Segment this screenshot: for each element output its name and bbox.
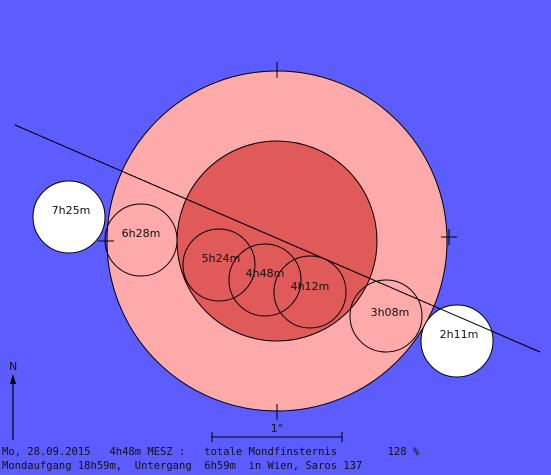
moon-disc-0 [32, 180, 106, 254]
info-line-moonrise: Mondaufgang 18h59m, Untergang 6h59m in W… [2, 460, 362, 472]
moon-disc-6 [420, 304, 494, 378]
moon-disc-4 [273, 255, 347, 329]
earth-umbra [176, 140, 378, 342]
moon-positions: 7h25m 6h28m 5h24m 4h48m 4h12m 3h08m 2h11m [14, 124, 541, 378]
north-label: N [9, 360, 17, 373]
moon-time-label-4: 4h12m [291, 280, 330, 293]
moon-time-label-1: 6h28m [122, 227, 161, 240]
scale-label: 1° [271, 422, 284, 435]
moon-path-overlay [14, 124, 541, 353]
moon-time-label-0: 7h25m [52, 204, 91, 217]
moon-time-label-3: 4h48m [246, 267, 285, 280]
moon-time-label-5: 3h08m [371, 306, 410, 319]
moon-disc-3 [228, 243, 302, 317]
moon-disc-5 [349, 279, 423, 353]
scale-bar: 1° [211, 422, 343, 442]
moon-time-label-6: 2h11m [440, 328, 479, 341]
shadow-axis-ticks [98, 62, 457, 420]
moon-disc-1 [104, 203, 178, 277]
moon-time-label-2: 5h24m [202, 252, 241, 265]
north-arrow: N [9, 360, 17, 440]
moon-disc-2 [182, 228, 256, 302]
info-line-date: Mo, 28.09.2015 4h48m MESZ : totale Mondf… [2, 446, 420, 458]
